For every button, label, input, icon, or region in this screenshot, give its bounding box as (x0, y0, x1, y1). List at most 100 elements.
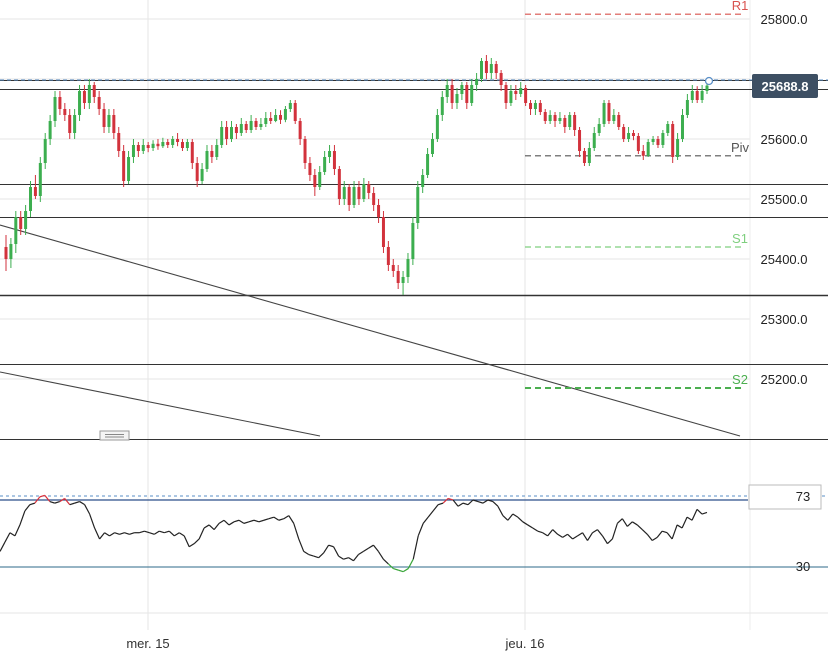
rsi-lower-label: 30 (796, 559, 810, 574)
last-price-marker[interactable] (704, 76, 714, 86)
candle-body (460, 85, 464, 94)
candle-body (48, 121, 52, 139)
candle-body (269, 118, 273, 121)
rsi-segment (34, 496, 41, 504)
candle-body (29, 187, 33, 211)
candle-body (318, 172, 322, 187)
rsi-segment (223, 519, 230, 526)
rsi-segment (109, 532, 115, 537)
candle-body (690, 91, 694, 100)
candle-body (58, 97, 62, 109)
rsi-segment (19, 510, 26, 526)
rsi-segment (348, 557, 354, 562)
rsi-segment (467, 499, 474, 506)
rsi-segment (124, 532, 130, 535)
rsi-segment (0, 541, 6, 552)
candle-body (676, 139, 680, 157)
rsi-segment (666, 532, 673, 540)
candle-body (127, 157, 131, 181)
candle-body (161, 142, 165, 147)
rsi-segment (522, 521, 529, 526)
rsi-segment (562, 533, 568, 538)
candle-body (136, 145, 140, 151)
rsi-segment (507, 513, 514, 521)
rsi-segment (681, 516, 688, 529)
rsi-segment (298, 538, 305, 552)
rsi-segment (198, 527, 205, 540)
rsi-segment (382, 558, 389, 565)
rsi-segment (139, 530, 145, 534)
rsi-segment (263, 518, 270, 521)
rsi-segment (447, 497, 454, 501)
x-axis-ticks: mer. 15 jeu. 16 (126, 636, 544, 651)
candle-body (578, 130, 582, 151)
pivot-label-piv: Piv (731, 140, 750, 155)
candle-body (406, 259, 410, 277)
rsi-segment (228, 521, 235, 526)
rsi-segment (636, 524, 643, 531)
candle-body (244, 124, 248, 130)
rsi-segment (104, 532, 110, 537)
price-badge-background (752, 74, 818, 98)
candle-body (587, 148, 591, 163)
pane-resize-handle-box[interactable] (99, 430, 130, 441)
rsi-segment (164, 530, 170, 534)
rsi-segment (452, 499, 459, 507)
rsi-segment (313, 555, 319, 559)
candle-body (656, 139, 660, 145)
candle-body (377, 205, 381, 217)
candle-body (82, 91, 86, 103)
rsi-segment (402, 568, 409, 573)
candle-body (489, 64, 493, 73)
rsi-segment (358, 550, 364, 556)
trend-line-upper[interactable] (0, 224, 741, 437)
trend-line-lower[interactable] (0, 371, 321, 437)
rsi-segment (4, 532, 11, 543)
candle-body (33, 187, 37, 196)
x-tick-label: mer. 15 (126, 636, 169, 651)
rsi-segment (701, 511, 708, 515)
rsi-segment (676, 524, 683, 529)
candle-body (602, 103, 606, 124)
candle-body (92, 85, 96, 97)
candle-body (279, 115, 283, 120)
rsi-segment (94, 527, 101, 540)
rsi-segment (671, 524, 678, 540)
rsi-segment (417, 523, 424, 537)
candle-body (171, 139, 175, 145)
rsi-segment (243, 521, 250, 524)
candle-body (661, 133, 665, 145)
rsi-segment (154, 530, 160, 535)
candle-body (484, 61, 488, 73)
candle-body (313, 175, 317, 187)
candle-body (470, 85, 474, 103)
rsi-segment (377, 551, 384, 560)
rsi-segment (572, 535, 578, 540)
rsi-upper-value-box (748, 484, 822, 510)
rsi-segment (427, 510, 434, 518)
rsi-segment (49, 500, 55, 504)
rsi-segment (407, 558, 414, 569)
candle-body (646, 142, 650, 156)
candle-body (514, 91, 518, 94)
rsi-line (0, 494, 708, 573)
rsi-segment (497, 505, 504, 516)
candle-body (426, 154, 430, 175)
pane-resize-handle[interactable] (99, 430, 130, 441)
rsi-segment (238, 519, 245, 524)
rsi-segment (303, 550, 310, 556)
horizontal-level-lines[interactable] (0, 79, 828, 440)
rsi-segment (74, 500, 80, 504)
candle-body (63, 109, 67, 115)
candle-body (617, 115, 621, 127)
rsi-segment (552, 529, 559, 535)
rsi-panel: 73 30 (0, 484, 828, 574)
candle-body (220, 127, 224, 145)
rsi-segment (24, 504, 31, 512)
candle-body (195, 163, 199, 181)
rsi-segment (398, 569, 404, 573)
grid-lines (0, 0, 828, 630)
trend-lines[interactable] (0, 224, 741, 437)
rsi-segment (651, 536, 658, 542)
